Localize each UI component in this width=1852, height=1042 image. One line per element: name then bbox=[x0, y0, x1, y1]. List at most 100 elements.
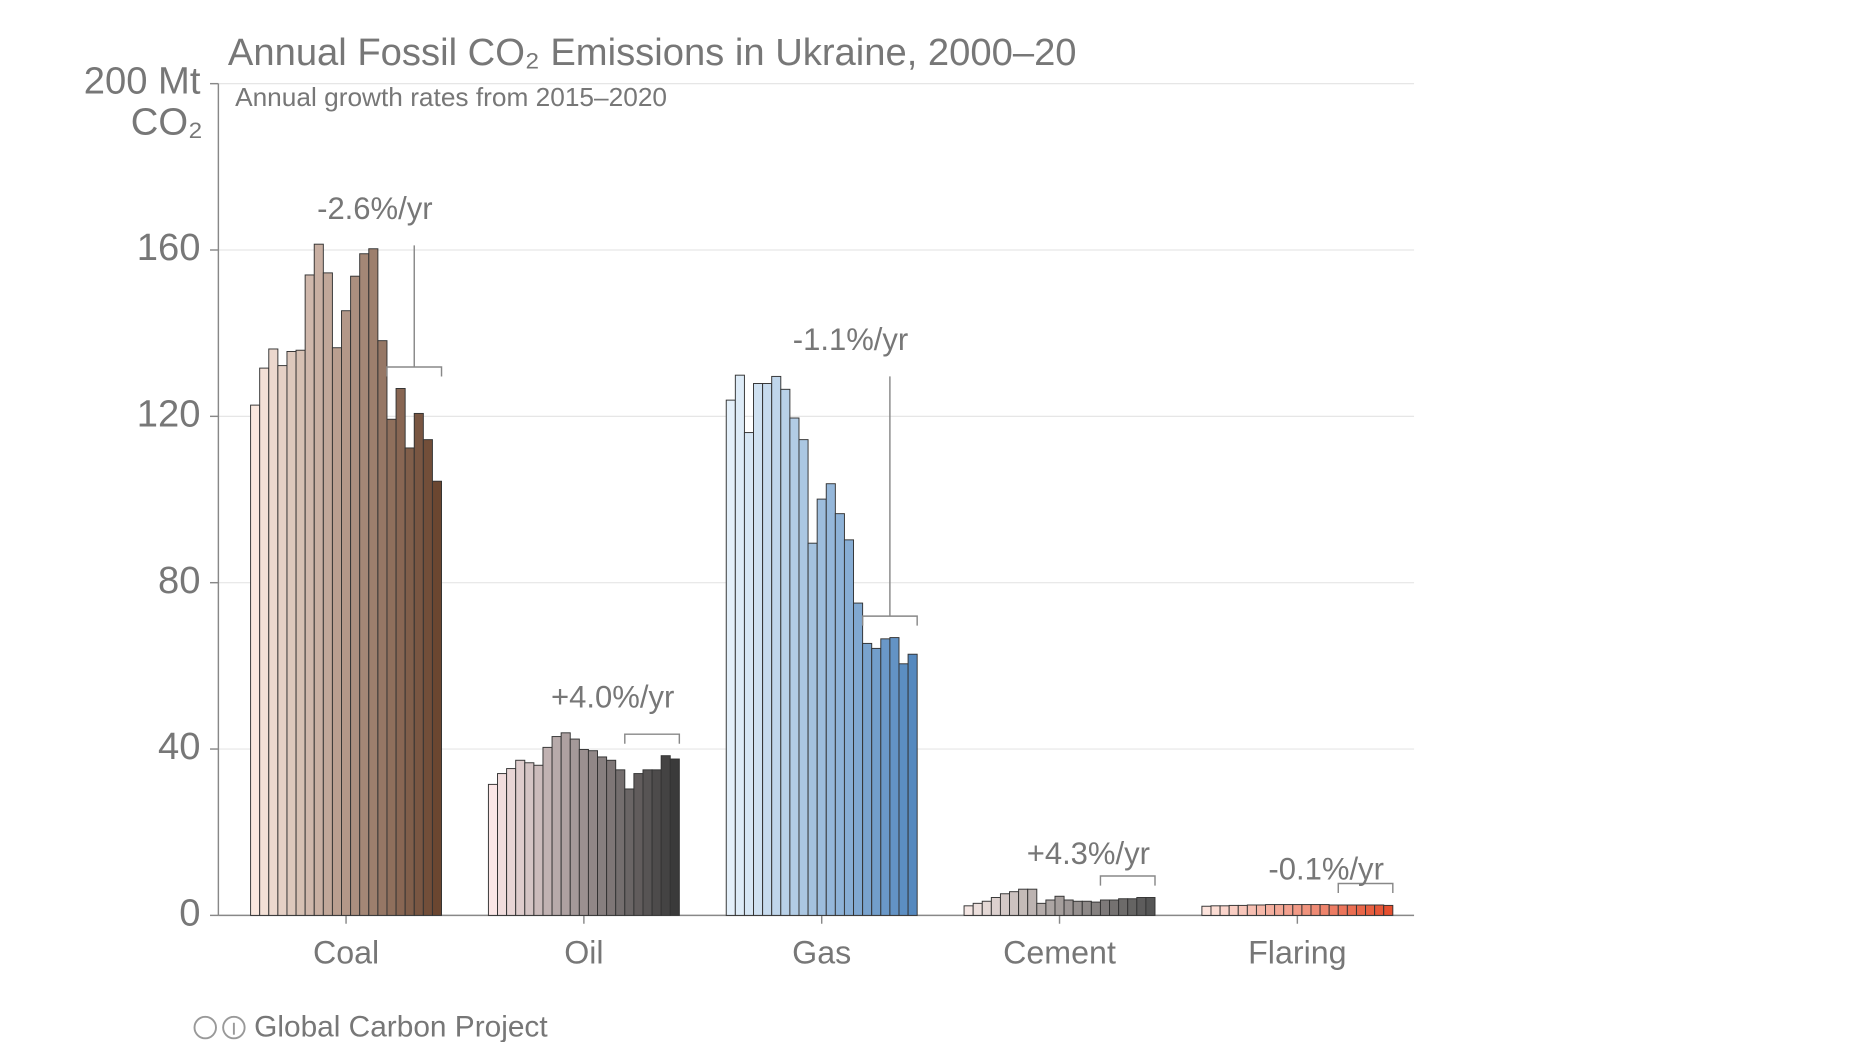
bar bbox=[404, 447, 415, 916]
x-tick-label: Gas bbox=[792, 934, 851, 970]
bar bbox=[1237, 904, 1248, 916]
bar bbox=[1027, 888, 1038, 916]
bar bbox=[780, 388, 791, 916]
bar bbox=[487, 783, 498, 916]
y-tick-label: 120 bbox=[137, 392, 201, 435]
chart-subtitle: Annual growth rates from 2015–2020 bbox=[235, 82, 667, 112]
bar bbox=[1219, 905, 1230, 916]
bar bbox=[743, 432, 754, 916]
bar bbox=[825, 483, 836, 916]
bar bbox=[331, 347, 342, 916]
bar bbox=[431, 480, 442, 916]
bar bbox=[1301, 904, 1312, 916]
bar bbox=[807, 542, 818, 916]
bar bbox=[497, 773, 508, 916]
bar bbox=[1210, 905, 1221, 916]
bar bbox=[633, 773, 644, 916]
bar bbox=[1265, 904, 1276, 916]
bar bbox=[359, 253, 370, 916]
bar bbox=[386, 418, 397, 916]
bar bbox=[1009, 891, 1020, 916]
bar bbox=[395, 388, 406, 916]
chart-title: Annual Fossil CO₂ Emissions in Ukraine, … bbox=[228, 31, 1077, 74]
growth-bracket bbox=[386, 366, 443, 377]
growth-annotation: +4.0%/yr bbox=[551, 680, 674, 715]
bar bbox=[1081, 900, 1092, 916]
bar bbox=[1228, 904, 1239, 916]
bar bbox=[286, 350, 297, 916]
bar bbox=[597, 756, 608, 916]
x-tick-label: Cement bbox=[1003, 934, 1116, 970]
bar bbox=[624, 788, 635, 916]
growth-bracket bbox=[861, 615, 918, 626]
bar bbox=[313, 243, 324, 916]
bar bbox=[1099, 899, 1111, 916]
bar bbox=[533, 764, 544, 916]
growth-annotation: -1.1%/yr bbox=[793, 322, 908, 357]
bar bbox=[990, 897, 1001, 916]
bar bbox=[907, 653, 918, 916]
bar bbox=[1018, 888, 1029, 916]
y-tick-label: 160 bbox=[137, 226, 201, 269]
bar bbox=[1201, 905, 1212, 916]
bar bbox=[1145, 897, 1156, 916]
bar bbox=[963, 905, 974, 916]
bar bbox=[587, 750, 598, 916]
bar bbox=[268, 348, 279, 916]
bar bbox=[660, 755, 671, 916]
bar bbox=[999, 893, 1011, 916]
bar bbox=[259, 367, 270, 916]
bar bbox=[542, 746, 553, 916]
bar bbox=[1319, 904, 1330, 916]
bar bbox=[560, 732, 571, 916]
bar bbox=[1246, 904, 1257, 916]
cc-icons bbox=[193, 1015, 246, 1040]
bar bbox=[1045, 899, 1056, 916]
x-tick-label: Oil bbox=[564, 934, 603, 970]
bar bbox=[1072, 900, 1083, 916]
y-tick-label: 0 bbox=[179, 891, 200, 934]
bar bbox=[1346, 904, 1357, 916]
bar bbox=[843, 539, 855, 916]
bar bbox=[725, 399, 736, 916]
bar bbox=[871, 647, 882, 916]
bar bbox=[1054, 895, 1065, 916]
bar bbox=[651, 769, 662, 916]
bar bbox=[1283, 904, 1294, 916]
y-tick-label: 200 Mt bbox=[84, 60, 201, 103]
bar bbox=[972, 902, 983, 916]
bar bbox=[1355, 904, 1367, 916]
bar bbox=[862, 642, 873, 916]
bar bbox=[1383, 904, 1394, 916]
bar bbox=[422, 439, 433, 916]
bar bbox=[1310, 904, 1321, 916]
bar bbox=[771, 375, 782, 916]
bar bbox=[1136, 897, 1147, 916]
bar bbox=[642, 769, 653, 916]
bar bbox=[1374, 904, 1385, 916]
growth-bracket bbox=[624, 733, 681, 744]
bar bbox=[981, 900, 992, 916]
bar bbox=[1255, 904, 1267, 916]
bar bbox=[413, 412, 424, 916]
bar bbox=[789, 417, 800, 916]
bar bbox=[506, 768, 517, 916]
growth-annotation: -2.6%/yr bbox=[317, 191, 432, 226]
bar bbox=[578, 748, 589, 916]
bar bbox=[880, 638, 891, 916]
y-tick-label: 40 bbox=[158, 725, 200, 768]
bar bbox=[816, 498, 827, 916]
bar bbox=[304, 274, 315, 916]
y-tick-label: 80 bbox=[158, 559, 200, 602]
bar bbox=[1274, 904, 1285, 916]
bar bbox=[1036, 902, 1047, 916]
x-tick-label: Coal bbox=[313, 934, 379, 970]
bar bbox=[277, 365, 288, 916]
bar bbox=[551, 736, 562, 916]
bar bbox=[889, 637, 900, 916]
bar bbox=[606, 759, 617, 916]
bar bbox=[295, 349, 306, 916]
bar bbox=[368, 248, 379, 916]
